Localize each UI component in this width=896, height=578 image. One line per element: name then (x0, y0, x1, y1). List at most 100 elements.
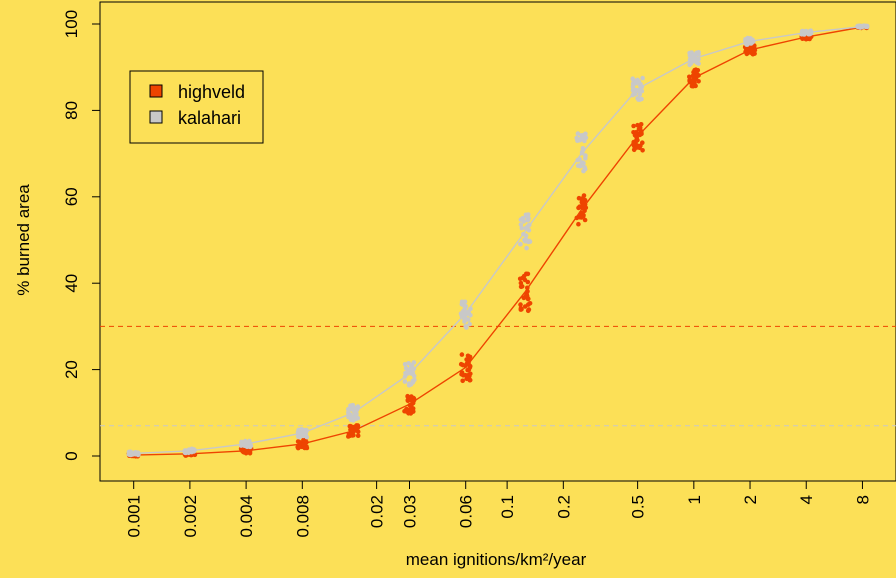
highveld-point (631, 123, 636, 129)
x-tick-label: 0.002 (181, 495, 200, 538)
kalahari-point (463, 324, 469, 329)
y-tick-label: 80 (62, 101, 81, 120)
highveld-point (355, 423, 361, 428)
y-tick-label: 100 (62, 10, 81, 38)
highveld-point (577, 214, 582, 220)
x-tick-label: 0.001 (125, 495, 144, 538)
kalahari-point (467, 321, 472, 327)
kalahari-point (463, 312, 468, 318)
highveld-point (405, 397, 411, 403)
highveld-point (527, 301, 533, 306)
highveld-point (350, 428, 356, 434)
x-tick-label: 0.2 (554, 495, 573, 519)
x-tick-label: 0.02 (368, 495, 387, 528)
kalahari-point (355, 415, 361, 421)
kalahari-point (350, 418, 356, 423)
kalahari-point (466, 317, 471, 322)
highveld-point (631, 143, 637, 148)
kalahari-point (637, 92, 642, 97)
kalahari-point (247, 438, 252, 444)
highveld-point (631, 139, 636, 145)
x-tick-label: 0.1 (498, 495, 517, 519)
kalahari-point (518, 222, 524, 227)
x-tick-label: 0.03 (400, 495, 419, 528)
highveld-point (696, 79, 701, 84)
highveld-point (403, 409, 409, 414)
kalahari-curve (133, 25, 863, 455)
series-kalahari (126, 23, 870, 458)
highveld-curve (133, 26, 863, 456)
kalahari-point (519, 225, 525, 231)
kalahari-point (297, 431, 302, 437)
kalahari-point (300, 433, 306, 439)
kalahari-point (462, 319, 467, 324)
highveld-point (467, 354, 473, 360)
highveld-point (346, 434, 351, 439)
kalahari-point (692, 52, 698, 57)
highveld-point (690, 83, 696, 89)
kalahari-point (637, 97, 643, 102)
kalahari-point (580, 160, 585, 165)
kalahari-point (296, 427, 302, 433)
data-marks (126, 23, 870, 459)
kalahari-point (630, 84, 636, 89)
highveld-point (638, 143, 643, 149)
highveld-point (519, 307, 524, 312)
kalahari-point (404, 371, 410, 377)
kalahari-point (402, 379, 408, 384)
highveld-point (525, 285, 530, 291)
highveld-point (355, 433, 361, 439)
kalahari-point (574, 135, 579, 141)
highveld-point (526, 296, 531, 302)
kalahari-point (353, 410, 359, 415)
highveld-point (525, 271, 531, 277)
highveld-point (467, 377, 473, 383)
kalahari-point (582, 166, 588, 172)
kalahari-point (355, 404, 361, 409)
highveld-point (581, 193, 587, 198)
y-tick-label: 0 (62, 451, 81, 460)
legend-swatch-highveld (149, 84, 163, 98)
highveld-point (579, 203, 585, 208)
x-tick-label: 2 (741, 495, 760, 504)
kalahari-point (346, 410, 352, 416)
highveld-point (631, 147, 637, 153)
kalahari-point (192, 447, 197, 453)
highveld-point (638, 128, 643, 134)
axes: 0 20 40 60 80 100 0.001 0.002 0.004 0.008 0.02 0.03… (62, 1, 896, 538)
x-axis-label: mean ignitions/km²/year (406, 550, 587, 569)
kalahari-point (863, 23, 868, 29)
kalahari-point (411, 373, 417, 379)
kalahari-point (859, 23, 864, 29)
highveld-point (466, 360, 471, 366)
y-tick-label: 60 (62, 187, 81, 206)
highveld-point (637, 132, 643, 138)
plot-frame (99, 1, 896, 482)
kalahari-point (518, 217, 524, 222)
kalahari-point (575, 163, 581, 168)
highveld-point (638, 122, 644, 127)
highveld-point (687, 78, 692, 83)
x-tick-label: 4 (797, 495, 816, 504)
y-tick-label: 40 (62, 274, 81, 293)
highveld-point (463, 363, 468, 369)
kalahari-point (407, 382, 412, 388)
kalahari-point (688, 61, 694, 66)
kalahari-point (524, 245, 529, 251)
legend: highveld kalahari (129, 70, 264, 144)
highveld-point (687, 74, 692, 80)
kalahari-point (696, 57, 701, 62)
highveld-point (405, 393, 410, 399)
kalahari-point (744, 39, 750, 45)
highveld-point (579, 211, 584, 216)
kalahari-point (462, 304, 468, 310)
kalahari-point (244, 443, 250, 448)
kalahari-point (640, 75, 645, 81)
highveld-point (695, 68, 701, 73)
kalahari-point (802, 30, 807, 35)
kalahari-point (631, 78, 636, 83)
kalahari-point (402, 362, 408, 367)
highveld-point (640, 148, 645, 153)
legend-label-kalahari: kalahari (178, 108, 241, 128)
